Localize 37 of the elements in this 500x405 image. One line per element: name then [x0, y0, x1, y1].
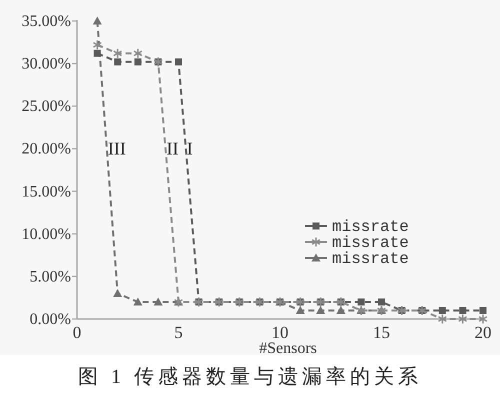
point: [316, 306, 326, 314]
x-tick-label: 10: [272, 323, 288, 342]
point: [154, 297, 163, 306]
annotation: III: [108, 138, 126, 159]
point: [114, 58, 122, 66]
point: [94, 50, 101, 57]
caption: 图 1 传感器数量与遗漏率的关系: [78, 366, 422, 388]
y-tick-label: 0.00%: [30, 311, 71, 328]
x-tick-label: 5: [174, 323, 183, 342]
point: [133, 297, 142, 306]
y-tick-label: 20.00%: [22, 140, 71, 158]
point: [358, 298, 365, 306]
annotation: II: [166, 138, 179, 159]
point: [336, 306, 346, 314]
x-tick-label: 20: [474, 323, 492, 342]
y-tick-label: 10.00%: [22, 226, 71, 243]
legend-label: missrate: [332, 234, 409, 252]
y-tick-label: 25.00%: [22, 98, 71, 116]
point: [438, 306, 446, 314]
y-tick-label: 30.00%: [22, 56, 71, 73]
point: [296, 306, 305, 314]
point: [175, 58, 182, 66]
annotation: I: [186, 138, 193, 159]
point: [92, 16, 102, 24]
point: [459, 306, 466, 314]
point: [480, 306, 486, 314]
y-tick-label: 15.00%: [22, 183, 71, 200]
point: [113, 288, 122, 297]
x-tick-label: 0: [72, 323, 82, 342]
legend-label: missrate: [332, 218, 409, 236]
x-axis-title: #Sensors: [259, 340, 317, 357]
point: [134, 58, 142, 66]
y-tick-label: 35.00%: [22, 13, 71, 30]
legend-label: missrate: [332, 250, 409, 268]
point: [378, 298, 385, 306]
y-tick-label: 5.00%: [30, 268, 71, 286]
x-tick-label: 15: [373, 323, 390, 342]
